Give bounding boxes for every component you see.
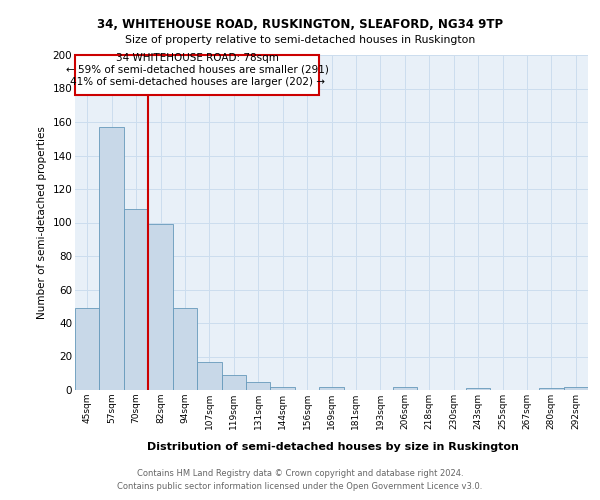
Text: 41% of semi-detached houses are larger (202) →: 41% of semi-detached houses are larger (… <box>70 77 325 87</box>
Text: ← 59% of semi-detached houses are smaller (291): ← 59% of semi-detached houses are smalle… <box>66 64 329 74</box>
Bar <box>246 382 271 390</box>
Bar <box>466 388 490 390</box>
Bar <box>173 308 197 390</box>
Bar <box>124 209 148 390</box>
Text: Size of property relative to semi-detached houses in Ruskington: Size of property relative to semi-detach… <box>125 35 475 45</box>
Bar <box>392 386 417 390</box>
FancyBboxPatch shape <box>76 55 319 95</box>
Bar <box>221 375 246 390</box>
Bar <box>563 386 588 390</box>
Bar <box>148 224 173 390</box>
Y-axis label: Number of semi-detached properties: Number of semi-detached properties <box>37 126 47 319</box>
Text: Contains HM Land Registry data © Crown copyright and database right 2024.
Contai: Contains HM Land Registry data © Crown c… <box>118 470 482 491</box>
Bar <box>271 386 295 390</box>
Bar <box>319 386 344 390</box>
Text: Distribution of semi-detached houses by size in Ruskington: Distribution of semi-detached houses by … <box>147 442 519 452</box>
Bar <box>197 362 221 390</box>
Bar <box>539 388 563 390</box>
Bar <box>75 308 100 390</box>
Bar <box>100 127 124 390</box>
Text: 34 WHITEHOUSE ROAD: 78sqm: 34 WHITEHOUSE ROAD: 78sqm <box>116 54 279 64</box>
Text: 34, WHITEHOUSE ROAD, RUSKINGTON, SLEAFORD, NG34 9TP: 34, WHITEHOUSE ROAD, RUSKINGTON, SLEAFOR… <box>97 18 503 30</box>
